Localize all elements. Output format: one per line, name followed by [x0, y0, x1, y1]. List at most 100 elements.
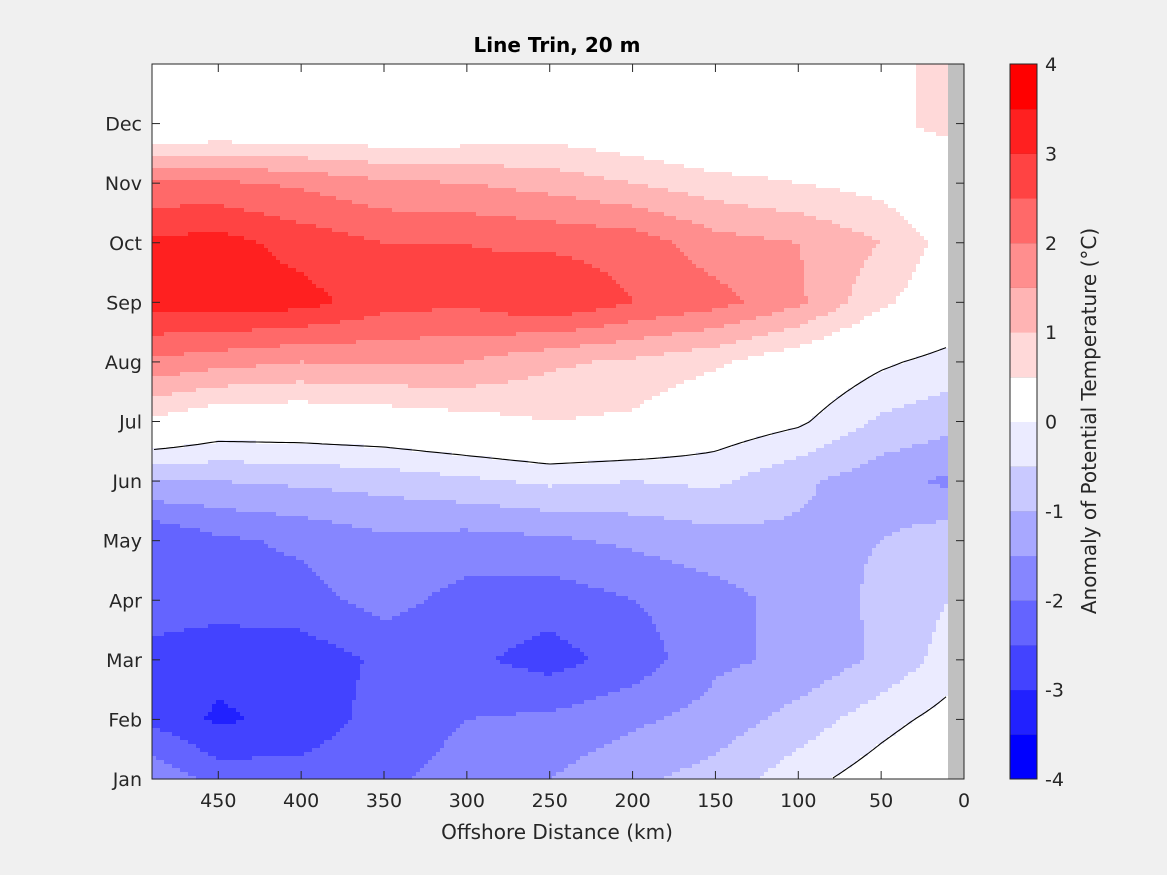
contour-band-cell [152, 108, 917, 113]
contour-band-cell [188, 740, 325, 745]
y-tick-label: May [103, 531, 142, 553]
contour-band-cell [516, 480, 621, 485]
contour-band-cell [772, 712, 849, 717]
contour-band-cell [152, 772, 189, 777]
contour-band-cell [864, 656, 925, 661]
contour-band-cell [864, 640, 933, 645]
contour-band-cell [664, 648, 757, 653]
contour-band-cell [840, 672, 909, 677]
contour-band-cell [916, 116, 949, 121]
contour-band-cell [596, 148, 949, 153]
contour-band-cell [228, 348, 545, 353]
contour-band-cell [320, 304, 617, 309]
contour-band-cell [152, 616, 381, 621]
contour-band-cell [736, 584, 861, 589]
contour-band-cell [152, 432, 773, 437]
contour-band-cell [152, 260, 281, 265]
contour-band-cell [152, 300, 333, 305]
contour-band-cell [800, 256, 869, 261]
contour-band-cell [816, 184, 949, 189]
colorbar: -4 -3 -2 -1 0 1 2 3 4 Anomaly of Potential Tempe… [1009, 54, 1101, 791]
contour-band-cell [588, 656, 669, 661]
contour-band-cell [756, 612, 861, 617]
contour-band-cell [152, 188, 305, 193]
contour-band-cell [756, 316, 817, 321]
contour-band-cell [772, 464, 861, 469]
contour-band-cell [824, 680, 901, 685]
contour-band-cell [868, 460, 949, 465]
contour-band-cell [256, 240, 381, 245]
contour-band-cell [152, 688, 357, 693]
contour-band-cell [840, 772, 949, 777]
contour-band-cell [704, 692, 809, 697]
contour-band-cell [276, 256, 573, 261]
contour-band-cell [328, 292, 629, 297]
contour-band-cell [440, 472, 749, 477]
contour-band-cell [940, 484, 949, 489]
contour-band-cell [324, 288, 625, 293]
contour-band-cell [792, 700, 869, 705]
colorbar-swatch [1010, 734, 1037, 780]
contour-band-cell [756, 620, 865, 625]
contour-band-cell [596, 224, 705, 229]
contour-band-cell [860, 756, 949, 761]
contour-band-cell [852, 284, 909, 289]
contour-band-cell [152, 64, 917, 69]
contour-band-cell [540, 508, 801, 513]
contour-band-cell [256, 440, 745, 445]
contour-band-cell [604, 744, 729, 749]
contour-band-cell [848, 712, 925, 717]
contour-band-cell [808, 500, 949, 505]
contour-band-cell [152, 204, 181, 209]
contour-band-cell [480, 476, 741, 481]
contour-band-cell [616, 280, 721, 285]
contour-band-cell [152, 568, 313, 573]
contour-band-cell [756, 652, 865, 657]
contour-band-cell [660, 236, 765, 241]
contour-band-cell [152, 176, 369, 181]
contour-band-cell [356, 684, 633, 689]
contour-band-cell [360, 656, 497, 661]
contour-band-cell [688, 704, 785, 709]
contour-band-cell [368, 492, 817, 497]
contour-band-cell [544, 348, 693, 353]
contour-band-cell [256, 364, 577, 369]
contour-band-cell [684, 312, 773, 317]
contour-band-cell [664, 516, 785, 521]
contour-band-cell [152, 304, 321, 309]
contour-band-cell [188, 408, 449, 413]
contour-band-cell [152, 656, 361, 661]
contour-band-cell [152, 140, 209, 145]
contour-band-cell [860, 464, 949, 469]
contour-band-cell [852, 664, 921, 669]
contour-band-cell [764, 352, 929, 357]
contour-band-cell [848, 432, 949, 437]
colorbar-tick-label: -3 [1045, 680, 1064, 702]
contour-band-cell [740, 320, 809, 325]
contour-band-cell [484, 356, 637, 361]
contour-band-cell [152, 192, 321, 197]
contour-band-cell [860, 272, 913, 277]
contour-band-cell [692, 220, 833, 225]
y-tick-label: Oct [109, 233, 142, 255]
contour-band-cell [720, 576, 865, 581]
contour-band-cell [640, 680, 713, 685]
contour-band-cell [324, 580, 457, 585]
contour-band-cell [352, 700, 585, 705]
contour-band-cell [804, 284, 853, 289]
contour-band-cell [876, 456, 949, 461]
contour-band-cell [888, 204, 949, 209]
contour-band-cell [436, 752, 589, 757]
contour-band-cell [872, 312, 949, 317]
contour-band-cell [596, 540, 881, 545]
contour-band-cell [828, 404, 905, 409]
contour-band-cell [500, 504, 805, 509]
contour-band-cell [940, 392, 949, 397]
contour-band-cell [924, 656, 949, 661]
contour-band-cell [152, 228, 333, 233]
contour-band-cell [180, 204, 225, 209]
contour-band-cell [364, 236, 661, 241]
contour-band-cell [672, 332, 769, 337]
contour-band-cell [304, 560, 673, 565]
contour-band-cell [932, 640, 949, 645]
